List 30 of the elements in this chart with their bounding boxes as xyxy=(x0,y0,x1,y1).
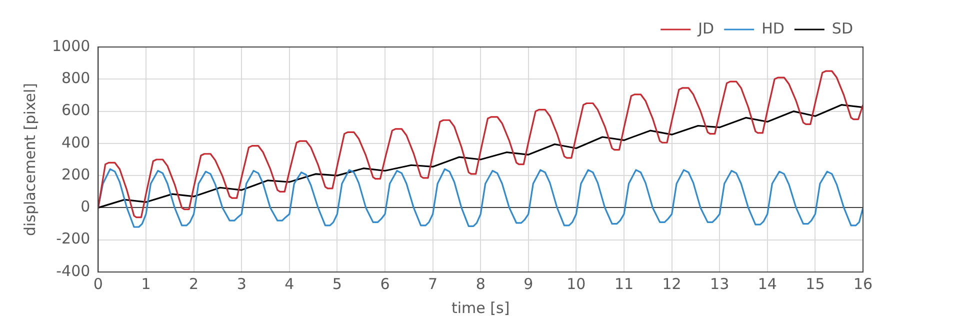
x-tick-label: 1 xyxy=(141,274,151,293)
x-tick-label: 15 xyxy=(806,274,825,293)
y-tick-label: -200 xyxy=(56,230,90,248)
x-axis-title: time [s] xyxy=(451,298,510,317)
legend-label: SD xyxy=(832,19,854,38)
y-tick-label: 800 xyxy=(62,69,90,88)
x-tick-label: 16 xyxy=(853,274,873,293)
y-tick-label: 1000 xyxy=(52,36,90,55)
x-tick-label: 11 xyxy=(614,274,634,293)
x-tick-label: 13 xyxy=(710,274,730,293)
x-tick-label: 14 xyxy=(758,274,777,293)
y-tick-label: -400 xyxy=(56,262,90,280)
x-tick-label: 6 xyxy=(380,274,390,293)
x-tick-label: 3 xyxy=(236,274,246,293)
y-tick-label: 0 xyxy=(80,198,90,216)
x-tick-label: 7 xyxy=(428,274,438,293)
x-tick-label: 4 xyxy=(284,274,294,293)
x-tick-label: 9 xyxy=(524,274,534,293)
y-tick-label: 200 xyxy=(62,165,90,184)
y-tick-label: 600 xyxy=(62,101,90,120)
x-tick-label: 12 xyxy=(662,274,682,293)
x-tick-label: 0 xyxy=(93,274,103,293)
x-tick-label: 5 xyxy=(332,274,342,293)
y-tick-label: 400 xyxy=(62,133,90,152)
x-tick-label: 10 xyxy=(566,274,586,293)
legend-label: HD xyxy=(762,19,784,38)
x-tick-label: 2 xyxy=(189,274,199,293)
x-tick-label: 8 xyxy=(476,274,486,293)
legend-label: JD xyxy=(697,19,714,38)
y-axis-title: displacement [pixel] xyxy=(20,82,39,236)
